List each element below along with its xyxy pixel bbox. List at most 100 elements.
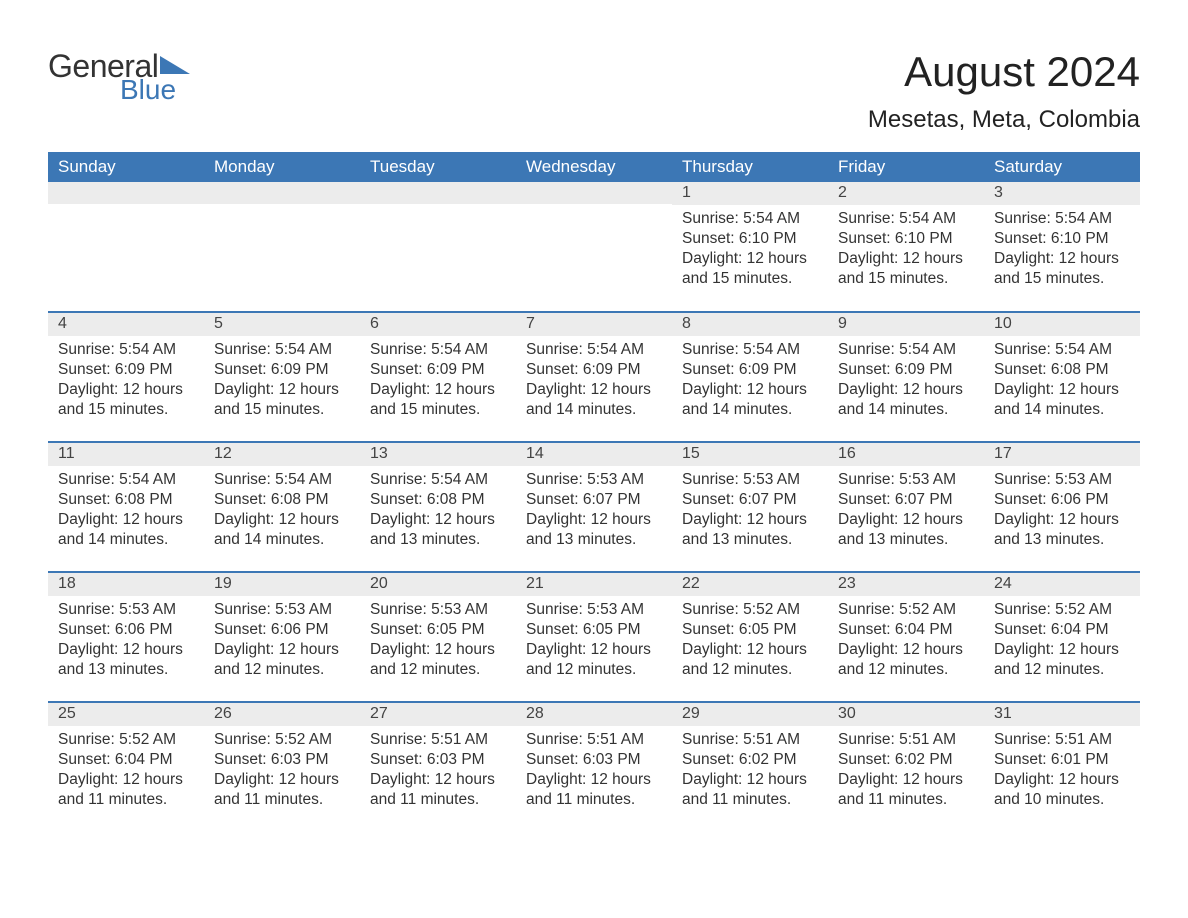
sunrise-text: Sunrise: 5:54 AM [682, 340, 818, 360]
day-cell: 24Sunrise: 5:52 AMSunset: 6:04 PMDayligh… [984, 572, 1140, 702]
day-body: Sunrise: 5:53 AMSunset: 6:07 PMDaylight:… [516, 466, 672, 555]
day-body: Sunrise: 5:52 AMSunset: 6:04 PMDaylight:… [828, 596, 984, 685]
daylight-text: Daylight: 12 hours and 13 minutes. [58, 640, 194, 680]
daylight-text: Daylight: 12 hours and 12 minutes. [214, 640, 350, 680]
sunrise-text: Sunrise: 5:53 AM [682, 470, 818, 490]
daylight-text: Daylight: 12 hours and 15 minutes. [214, 380, 350, 420]
day-cell: 19Sunrise: 5:53 AMSunset: 6:06 PMDayligh… [204, 572, 360, 702]
day-body: Sunrise: 5:53 AMSunset: 6:05 PMDaylight:… [360, 596, 516, 685]
daylight-text: Daylight: 12 hours and 14 minutes. [214, 510, 350, 550]
day-cell: 8Sunrise: 5:54 AMSunset: 6:09 PMDaylight… [672, 312, 828, 442]
daylight-text: Daylight: 12 hours and 13 minutes. [682, 510, 818, 550]
sunset-text: Sunset: 6:09 PM [526, 360, 662, 380]
day-cell: 2Sunrise: 5:54 AMSunset: 6:10 PMDaylight… [828, 182, 984, 312]
day-cell [360, 182, 516, 312]
day-body: Sunrise: 5:54 AMSunset: 6:08 PMDaylight:… [984, 336, 1140, 425]
day-number: 31 [984, 703, 1140, 726]
daylight-text: Daylight: 12 hours and 13 minutes. [994, 510, 1130, 550]
daylight-text: Daylight: 12 hours and 14 minutes. [682, 380, 818, 420]
day-body: Sunrise: 5:51 AMSunset: 6:03 PMDaylight:… [360, 726, 516, 815]
day-body: Sunrise: 5:51 AMSunset: 6:03 PMDaylight:… [516, 726, 672, 815]
sunset-text: Sunset: 6:09 PM [838, 360, 974, 380]
week-row: 1Sunrise: 5:54 AMSunset: 6:10 PMDaylight… [48, 182, 1140, 312]
sunset-text: Sunset: 6:06 PM [214, 620, 350, 640]
day-body: Sunrise: 5:54 AMSunset: 6:09 PMDaylight:… [516, 336, 672, 425]
day-cell: 27Sunrise: 5:51 AMSunset: 6:03 PMDayligh… [360, 702, 516, 832]
day-body: Sunrise: 5:52 AMSunset: 6:04 PMDaylight:… [48, 726, 204, 815]
day-body: Sunrise: 5:54 AMSunset: 6:08 PMDaylight:… [360, 466, 516, 555]
day-body: Sunrise: 5:53 AMSunset: 6:06 PMDaylight:… [48, 596, 204, 685]
day-body: Sunrise: 5:54 AMSunset: 6:09 PMDaylight:… [672, 336, 828, 425]
day-number: 15 [672, 443, 828, 466]
sunrise-text: Sunrise: 5:51 AM [370, 730, 506, 750]
title-block: August 2024 Mesetas, Meta, Colombia [868, 50, 1140, 134]
day-cell: 12Sunrise: 5:54 AMSunset: 6:08 PMDayligh… [204, 442, 360, 572]
sunrise-text: Sunrise: 5:51 AM [994, 730, 1130, 750]
day-number: 4 [48, 313, 204, 336]
sunset-text: Sunset: 6:03 PM [370, 750, 506, 770]
day-cell: 15 Sunrise: 5:53 AMSunset: 6:07 PMDayligh… [672, 442, 828, 572]
daylight-text: Daylight: 12 hours and 14 minutes. [994, 380, 1130, 420]
daylight-text: Daylight: 12 hours and 13 minutes. [526, 510, 662, 550]
sunrise-text: Sunrise: 5:51 AM [526, 730, 662, 750]
day-cell: 4Sunrise: 5:54 AMSunset: 6:09 PMDaylight… [48, 312, 204, 442]
day-number: 21 [516, 573, 672, 596]
day-body: Sunrise: 5:54 AMSunset: 6:08 PMDaylight:… [48, 466, 204, 555]
sunrise-text: Sunrise: 5:52 AM [682, 600, 818, 620]
sunrise-text: Sunrise: 5:53 AM [838, 470, 974, 490]
day-number: 22 [672, 573, 828, 596]
daylight-text: Daylight: 12 hours and 15 minutes. [838, 249, 974, 289]
day-number: 5 [204, 313, 360, 336]
day-number: 12 [204, 443, 360, 466]
daylight-text: Daylight: 12 hours and 11 minutes. [370, 770, 506, 810]
daylight-text: Daylight: 12 hours and 12 minutes. [682, 640, 818, 680]
day-cell [48, 182, 204, 312]
day-number: 25 [48, 703, 204, 726]
sunrise-text: Sunrise: 5:52 AM [994, 600, 1130, 620]
daylight-text: Daylight: 12 hours and 15 minutes. [994, 249, 1130, 289]
day-number: 11 [48, 443, 204, 466]
day-number: 24 [984, 573, 1140, 596]
day-cell: 13Sunrise: 5:54 AMSunset: 6:08 PMDayligh… [360, 442, 516, 572]
day-number: 16 [828, 443, 984, 466]
day-body: Sunrise: 5:51 AMSunset: 6:01 PMDaylight:… [984, 726, 1140, 815]
day-body: Sunrise: 5:54 AMSunset: 6:08 PMDaylight:… [204, 466, 360, 555]
day-number: 9 [828, 313, 984, 336]
day-body: Sunrise: 5:52 AMSunset: 6:04 PMDaylight:… [984, 596, 1140, 685]
day-cell: 10Sunrise: 5:54 AMSunset: 6:08 PMDayligh… [984, 312, 1140, 442]
day-cell: 26Sunrise: 5:52 AMSunset: 6:03 PMDayligh… [204, 702, 360, 832]
daylight-text: Daylight: 12 hours and 14 minutes. [838, 380, 974, 420]
sunset-text: Sunset: 6:06 PM [994, 490, 1130, 510]
location-label: Mesetas, Meta, Colombia [868, 106, 1140, 134]
day-number: 7 [516, 313, 672, 336]
day-body: Sunrise: 5:54 AMSunset: 6:09 PMDaylight:… [360, 336, 516, 425]
day-number: 17 [984, 443, 1140, 466]
sunset-text: Sunset: 6:06 PM [58, 620, 194, 640]
day-number: 19 [204, 573, 360, 596]
day-cell: 23Sunrise: 5:52 AMSunset: 6:04 PMDayligh… [828, 572, 984, 702]
day-cell: 20Sunrise: 5:53 AMSunset: 6:05 PMDayligh… [360, 572, 516, 702]
day-number [48, 182, 204, 204]
sunset-text: Sunset: 6:02 PM [838, 750, 974, 770]
day-body: Sunrise: 5:51 AMSunset: 6:02 PMDaylight:… [828, 726, 984, 815]
sunset-text: Sunset: 6:01 PM [994, 750, 1130, 770]
day-cell: 5Sunrise: 5:54 AMSunset: 6:09 PMDaylight… [204, 312, 360, 442]
day-number: 30 [828, 703, 984, 726]
sunrise-text: Sunrise: 5:54 AM [682, 209, 818, 229]
sunrise-text: Sunrise: 5:53 AM [526, 470, 662, 490]
day-number [204, 182, 360, 204]
sunrise-text: Sunrise: 5:51 AM [682, 730, 818, 750]
calendar-body: 1Sunrise: 5:54 AMSunset: 6:10 PMDaylight… [48, 182, 1140, 832]
daylight-text: Daylight: 12 hours and 12 minutes. [370, 640, 506, 680]
daylight-text: Daylight: 12 hours and 12 minutes. [838, 640, 974, 680]
sunrise-text: Sunrise: 5:54 AM [994, 209, 1130, 229]
day-cell: 25Sunrise: 5:52 AMSunset: 6:04 PMDayligh… [48, 702, 204, 832]
day-cell: 14Sunrise: 5:53 AMSunset: 6:07 PMDayligh… [516, 442, 672, 572]
month-title: August 2024 [868, 50, 1140, 94]
day-body [516, 204, 672, 214]
brand-logo: General Blue [48, 50, 190, 104]
day-body: Sunrise: 5:53 AMSunset: 6:06 PMDaylight:… [204, 596, 360, 685]
day-cell: 18Sunrise: 5:53 AMSunset: 6:06 PMDayligh… [48, 572, 204, 702]
sunset-text: Sunset: 6:07 PM [682, 490, 818, 510]
calendar-table: Sunday Monday Tuesday Wednesday Thursday… [48, 152, 1140, 832]
